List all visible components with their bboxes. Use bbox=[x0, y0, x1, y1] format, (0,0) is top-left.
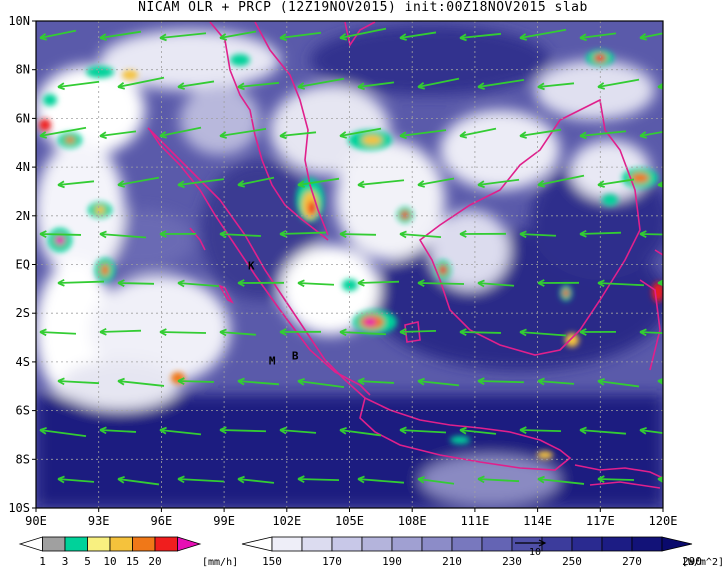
precip-bar-label: 10 bbox=[103, 555, 116, 568]
olr-bar-label: 150 bbox=[262, 555, 282, 568]
lon-tick-label: 99E bbox=[213, 514, 235, 528]
precip-bar-label: 15 bbox=[126, 555, 139, 568]
lat-tick-label: 6N bbox=[16, 111, 30, 125]
precip-unit: [mm/h] bbox=[202, 557, 238, 568]
wind-vectors bbox=[39, 27, 663, 486]
lat-tick-label: EQ bbox=[16, 258, 30, 272]
station-label: M bbox=[269, 354, 276, 367]
olr-swatch bbox=[571, 536, 603, 552]
olr-swatch bbox=[241, 536, 273, 552]
lon-tick-label: 102E bbox=[272, 514, 301, 528]
lon-tick-label: 114E bbox=[523, 514, 552, 528]
lat-tick-label: 8N bbox=[16, 63, 30, 77]
olr-unit: [W/m^2] bbox=[682, 557, 724, 568]
station-label: B bbox=[292, 349, 299, 362]
olr-bar-label: 270 bbox=[622, 555, 642, 568]
precip-cells bbox=[39, 50, 663, 459]
olr-swatch bbox=[601, 536, 633, 552]
olr-swatch bbox=[451, 536, 483, 552]
lon-tick-label: 117E bbox=[586, 514, 615, 528]
olr-swatch bbox=[631, 536, 663, 552]
olr-bar-label: 230 bbox=[502, 555, 522, 568]
precip-swatch bbox=[42, 536, 66, 552]
precip-swatch bbox=[64, 536, 88, 552]
lat-tick-label: 4N bbox=[16, 160, 30, 174]
olr-swatch bbox=[271, 536, 303, 552]
olr-swatch bbox=[301, 536, 333, 552]
lon-tick-label: 120E bbox=[649, 514, 678, 528]
precip-bar-label: 5 bbox=[84, 555, 91, 568]
olr-swatch bbox=[421, 536, 453, 552]
lat-tick-label: 2S bbox=[16, 306, 30, 320]
olr-colorbar: 150 170 190 210 230 250 270 290 10 [W/m^2] bbox=[241, 536, 724, 568]
lon-tick-label: 90E bbox=[25, 514, 47, 528]
axis-ticks: 90E 93E 96E 99E 102E 105E 108E 111E 114E 117E 120E… bbox=[8, 14, 677, 528]
olr-swatch bbox=[481, 536, 513, 552]
olr-bar-label: 190 bbox=[382, 555, 402, 568]
precip-swatch bbox=[109, 536, 133, 552]
station-labels: K M B bbox=[248, 259, 299, 367]
lon-tick-label: 96E bbox=[151, 514, 173, 528]
precip-bar-label: 3 bbox=[62, 555, 69, 568]
olr-swatch bbox=[391, 536, 423, 552]
lat-tick-label: 8S bbox=[16, 452, 30, 466]
olr-bar-label: 210 bbox=[442, 555, 462, 568]
lat-tick-label: 4S bbox=[16, 355, 30, 369]
precip-swatch bbox=[87, 536, 111, 552]
precip-swatch bbox=[18, 536, 43, 552]
lon-tick-label: 105E bbox=[335, 514, 364, 528]
olr-swatch bbox=[661, 536, 693, 552]
lat-tick-label: 2N bbox=[16, 209, 30, 223]
olr-swatch bbox=[361, 536, 393, 552]
precip-swatch bbox=[154, 536, 178, 552]
olr-bar-label: 250 bbox=[562, 555, 582, 568]
map-title: NICAM OLR + PRCP (12Z19NOV2015) init:00Z… bbox=[138, 0, 588, 15]
olr-bar-label: 170 bbox=[322, 555, 342, 568]
precip-colorbar: 1 3 5 10 15 20 [mm/h] bbox=[18, 536, 238, 568]
lon-tick-label: 111E bbox=[460, 514, 489, 528]
reference-vector-label: 10 bbox=[529, 547, 541, 558]
precip-bar-label: 20 bbox=[148, 555, 161, 568]
lon-tick-label: 108E bbox=[398, 514, 427, 528]
lon-tick-label: 93E bbox=[88, 514, 110, 528]
olr-bar-label: 290 bbox=[682, 555, 702, 568]
precip-swatch bbox=[177, 536, 202, 552]
station-label: K bbox=[248, 259, 255, 272]
olr-swatch bbox=[331, 536, 363, 552]
lat-tick-label: 10N bbox=[8, 14, 30, 28]
coastlines bbox=[147, 21, 663, 489]
lat-tick-label: 10S bbox=[8, 501, 30, 515]
olr-swatch bbox=[541, 536, 573, 552]
graticule bbox=[36, 21, 663, 508]
lat-tick-label: 6S bbox=[16, 404, 30, 418]
precip-bar-label: 1 bbox=[39, 555, 46, 568]
precip-swatch bbox=[132, 536, 156, 552]
